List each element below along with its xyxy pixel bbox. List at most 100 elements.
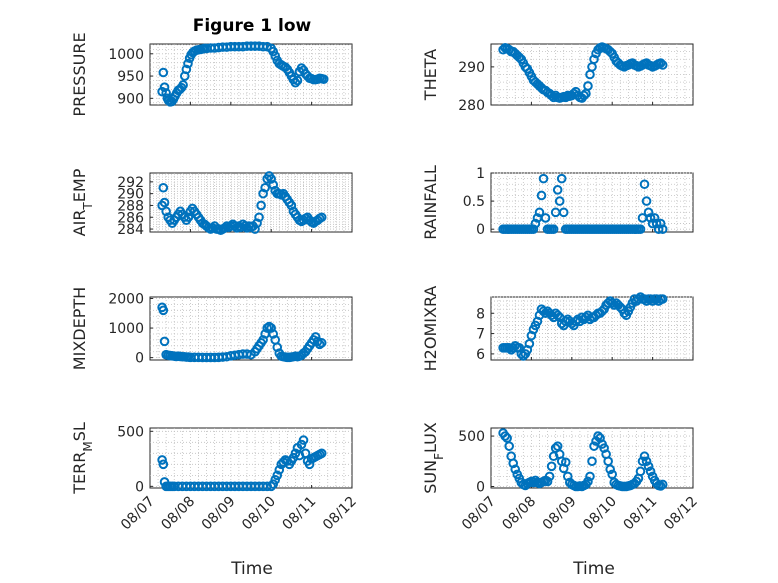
data-point xyxy=(544,471,555,482)
subplot-pressure: 900 950 1000 PRESSURE xyxy=(70,32,353,117)
data-point xyxy=(655,218,666,229)
y-axis-label: PRESSURE xyxy=(70,32,89,116)
y-tick-label: 286 xyxy=(117,210,144,226)
data-point xyxy=(538,173,549,184)
data-point xyxy=(254,212,264,223)
y-axis-label: RAINFALL xyxy=(421,165,440,240)
data-point xyxy=(181,64,192,75)
data-point xyxy=(158,67,169,78)
data-point xyxy=(256,200,266,211)
x-tick-label: 08/07 xyxy=(118,494,158,534)
series-pressure xyxy=(157,41,329,107)
y-tick-label: 0 xyxy=(476,222,485,238)
data-point xyxy=(645,466,656,477)
y-tick-label: 0 xyxy=(476,479,485,495)
data-point xyxy=(158,459,169,470)
x-tick-label: 08/10 xyxy=(239,494,279,534)
y-tick-label: 292 xyxy=(117,175,144,191)
data-point xyxy=(183,212,194,223)
data-point xyxy=(579,90,589,101)
y-tick-label: 284 xyxy=(117,222,144,238)
y-tick-label: 0.5 xyxy=(463,194,485,210)
data-point xyxy=(260,182,270,193)
data-point xyxy=(657,479,668,490)
x-tick-label: 08/09 xyxy=(199,494,239,534)
data-point xyxy=(292,75,303,86)
x-axis-label-left: Time xyxy=(230,559,273,579)
data-point xyxy=(316,448,327,459)
data-point xyxy=(252,218,262,228)
data-point xyxy=(655,58,666,68)
y-tick-label: 500 xyxy=(117,424,144,440)
data-point xyxy=(266,323,277,333)
y-tick-label: 288 xyxy=(117,198,144,214)
series-terr_msl xyxy=(157,435,327,492)
subplot-mixdepth: 0 1000 2000 MIXDEPTH xyxy=(70,287,353,370)
data-point xyxy=(556,173,567,184)
data-point xyxy=(657,60,668,70)
data-point xyxy=(272,470,283,481)
data-point xyxy=(157,455,167,465)
subplot-rainfall: 0 0.5 1 RAINFALL xyxy=(421,165,694,240)
data-point xyxy=(504,441,514,451)
series-mixdepth xyxy=(157,302,327,363)
data-point xyxy=(589,54,599,65)
data-point xyxy=(583,81,593,91)
data-point xyxy=(546,461,557,472)
x-axis-label-right: Time xyxy=(572,559,615,579)
x-tick-label: 08/09 xyxy=(540,494,580,534)
y-tick-label: 1000 xyxy=(108,321,144,337)
data-point xyxy=(641,196,652,206)
data-point xyxy=(585,471,595,482)
y-tick-label: 500 xyxy=(458,429,485,445)
data-point xyxy=(639,179,650,190)
series-rainfall xyxy=(498,173,668,234)
data-point xyxy=(643,461,654,472)
data-point xyxy=(161,206,171,217)
x-tick-label: 08/11 xyxy=(280,494,320,534)
series-air_temp xyxy=(157,171,327,236)
y-tick-label: 900 xyxy=(117,91,144,107)
data-point xyxy=(183,58,193,69)
x-tick-label: 08/11 xyxy=(621,494,661,534)
data-point xyxy=(651,294,662,304)
x-tick-label: 08/08 xyxy=(499,494,539,534)
data-point xyxy=(540,213,551,223)
data-point xyxy=(258,335,268,345)
data-point xyxy=(649,213,660,223)
data-point xyxy=(657,294,668,304)
data-point xyxy=(290,77,301,88)
data-point xyxy=(536,190,547,201)
data-point xyxy=(318,74,329,84)
data-point xyxy=(268,180,279,190)
data-point xyxy=(546,90,557,101)
data-point xyxy=(219,223,230,233)
subplot-h2omixra: 6 7 8 H2OMIXRA xyxy=(421,286,694,371)
data-point xyxy=(560,92,571,103)
data-point xyxy=(178,80,188,90)
y-tick-label: 290 xyxy=(458,60,485,76)
data-point xyxy=(159,82,170,92)
data-point xyxy=(266,481,277,492)
data-point xyxy=(508,343,519,353)
data-point xyxy=(534,207,545,218)
subplot-theta: 280 290 THETA xyxy=(421,42,694,114)
data-point xyxy=(645,213,656,223)
y-axis-label: AIRTEMP xyxy=(70,168,95,236)
data-point xyxy=(552,185,563,195)
data-point xyxy=(158,182,169,193)
data-point xyxy=(635,466,646,477)
data-point xyxy=(286,200,297,211)
series-theta xyxy=(498,42,668,103)
data-point xyxy=(639,451,650,462)
data-point xyxy=(635,224,646,234)
data-point xyxy=(207,223,218,233)
data-point xyxy=(558,207,569,218)
x-tick-label: 08/07 xyxy=(459,494,499,534)
series-sun_flux xyxy=(498,428,668,492)
y-tick-label: 6 xyxy=(476,347,485,363)
y-axis-label: TERRMSL xyxy=(70,422,95,495)
x-tick-label: 08/10 xyxy=(580,494,620,534)
data-point xyxy=(542,476,553,487)
